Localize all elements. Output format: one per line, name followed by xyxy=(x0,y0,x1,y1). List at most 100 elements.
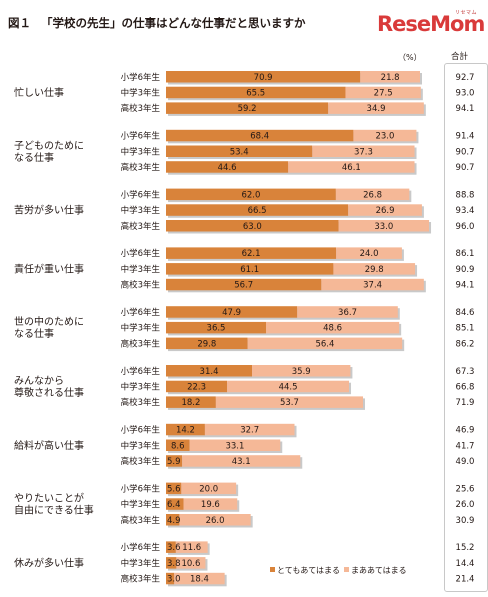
bar-segment-very-true xyxy=(166,306,298,318)
data-label: 3.8 xyxy=(167,559,181,569)
bar-segment-somewhat-true xyxy=(252,365,351,377)
bar-segment-very-true xyxy=(166,514,180,526)
data-label: 43.1 xyxy=(232,457,251,467)
data-label: 29.8 xyxy=(197,339,216,349)
bar-segment-somewhat-true xyxy=(182,455,301,467)
total-value: 94.1 xyxy=(456,104,475,114)
row-label: 高校3年生 xyxy=(121,397,161,408)
category-label: 苦労が多い仕事 xyxy=(14,204,84,217)
bar-segment-somewhat-true xyxy=(247,337,403,350)
total-value: 90.7 xyxy=(456,163,475,173)
bar-segment-very-true xyxy=(166,145,313,157)
row-label: 高校3年生 xyxy=(121,103,161,114)
bar-segment-very-true xyxy=(166,337,248,350)
bar-segment-somewhat-true xyxy=(338,220,430,232)
data-label: 21.8 xyxy=(381,73,400,83)
bar-segment-somewhat-true xyxy=(297,306,398,318)
total-value: 49.0 xyxy=(456,457,475,467)
bar-segment-somewhat-true xyxy=(189,439,281,451)
data-label: 6.4 xyxy=(167,500,181,510)
total-value: 25.6 xyxy=(456,484,475,494)
bar-segment-very-true xyxy=(166,102,329,114)
row-label: 高校3年生 xyxy=(121,221,161,232)
legend-swatch xyxy=(344,567,349,572)
data-label: 37.3 xyxy=(354,147,373,157)
total-value: 67.3 xyxy=(456,367,475,377)
category-label: やりたいことが自由にできる仕事 xyxy=(14,492,94,517)
bar-segment-somewhat-true xyxy=(176,557,206,569)
row-label: 高校3年生 xyxy=(121,515,161,526)
data-label: 33.1 xyxy=(225,441,244,451)
data-label: 48.6 xyxy=(323,324,342,334)
data-label: 4.9 xyxy=(167,516,181,526)
bar-segment-somewhat-true xyxy=(353,129,417,142)
total-value: 41.7 xyxy=(456,441,475,451)
row-label: 小学6年生 xyxy=(121,483,161,494)
bar-segment-somewhat-true xyxy=(181,482,237,495)
data-label: 47.9 xyxy=(222,308,241,318)
row-label: 小学6年生 xyxy=(121,366,161,377)
bar-segment-somewhat-true xyxy=(360,71,420,83)
data-label: 36.7 xyxy=(338,308,357,318)
data-label: 56.4 xyxy=(315,339,334,349)
data-label: 11.6 xyxy=(182,543,201,553)
data-label: 26.9 xyxy=(376,206,395,216)
data-label: 22.3 xyxy=(187,382,206,392)
bar-segment-somewhat-true xyxy=(333,263,416,275)
total-value: 96.0 xyxy=(456,222,475,232)
bar-segment-very-true xyxy=(166,129,354,142)
category-label: 給料が高い仕事 xyxy=(14,439,84,452)
total-value: 30.9 xyxy=(456,516,475,526)
row-label: 中学3年生 xyxy=(121,499,161,510)
logo-wordmark: ReseMom xyxy=(377,12,485,36)
data-label: 46.1 xyxy=(342,163,361,173)
data-label: 53.7 xyxy=(280,398,299,408)
row-label: 高校3年生 xyxy=(121,574,161,585)
total-value: 84.6 xyxy=(456,308,475,318)
category-label: 世の中のためになる仕事 xyxy=(14,315,84,340)
row-label: 中学3年生 xyxy=(121,381,161,392)
data-label: 62.1 xyxy=(242,249,261,259)
bar-segment-very-true xyxy=(166,263,334,275)
figure-number: 図１ xyxy=(8,16,31,30)
total-value: 90.7 xyxy=(456,147,475,157)
total-value: 88.8 xyxy=(456,190,475,200)
data-label: 18.2 xyxy=(181,398,200,408)
row-label: 小学6年生 xyxy=(121,542,161,553)
bar-segment-very-true xyxy=(166,541,176,553)
data-label: 10.6 xyxy=(181,559,200,569)
total-value: 14.4 xyxy=(456,559,475,569)
bar-segment-very-true xyxy=(166,482,182,495)
bar-segment-very-true xyxy=(166,380,228,393)
row-label: 中学3年生 xyxy=(121,558,161,569)
bar-segment-very-true xyxy=(166,247,337,259)
category-label: みんなから尊敬される仕事 xyxy=(14,375,84,399)
total-column xyxy=(444,63,488,592)
unit-label: （%） xyxy=(398,53,422,62)
bar-segment-very-true xyxy=(166,439,190,451)
data-label: 63.0 xyxy=(243,222,262,232)
bar-segment-very-true xyxy=(166,86,346,99)
total-value: 94.1 xyxy=(456,281,475,291)
total-value: 85.1 xyxy=(456,324,475,334)
data-label: 19.6 xyxy=(201,500,220,510)
bar-segment-somewhat-true xyxy=(348,204,422,216)
total-value: 46.9 xyxy=(456,426,475,436)
bar-segment-very-true xyxy=(166,365,253,377)
total-value: 91.4 xyxy=(456,132,475,142)
bar-segment-somewhat-true xyxy=(183,498,238,510)
data-label: 14.2 xyxy=(176,426,195,436)
data-label: 44.5 xyxy=(279,382,298,392)
data-label: 68.4 xyxy=(250,132,269,142)
bar-segment-very-true xyxy=(166,396,216,408)
total-value: 66.8 xyxy=(456,382,475,392)
bar-segment-very-true xyxy=(166,188,336,201)
bar-segment-very-true xyxy=(166,455,183,467)
data-label: 56.7 xyxy=(234,281,253,291)
data-label: 66.5 xyxy=(248,206,267,216)
data-label: 59.2 xyxy=(238,104,257,114)
bar-segment-somewhat-true xyxy=(335,188,410,201)
category-label: 子どものためになる仕事 xyxy=(14,140,84,164)
total-value: 90.9 xyxy=(456,265,475,275)
